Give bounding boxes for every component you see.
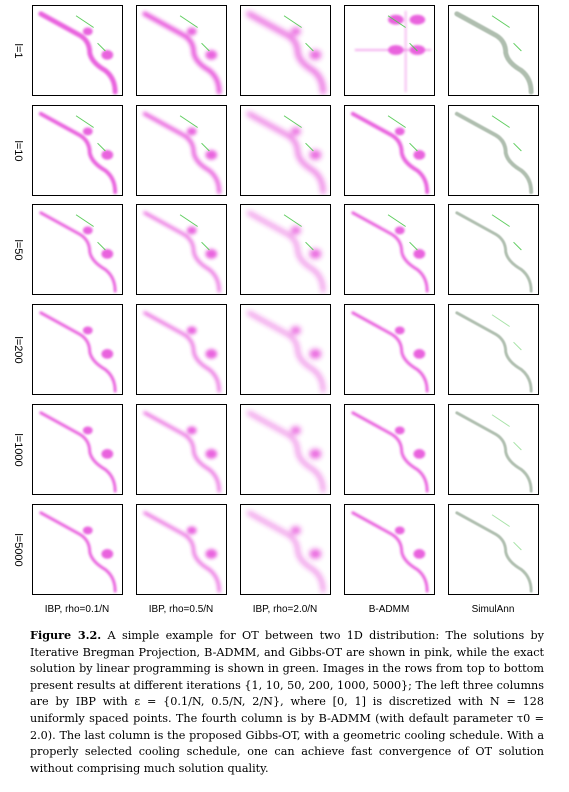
plot-panel xyxy=(448,105,539,196)
plot-canvas xyxy=(247,211,325,293)
plot-canvas xyxy=(247,311,325,393)
plot-canvas xyxy=(351,411,429,493)
plot-canvas xyxy=(142,111,222,195)
plot-panel xyxy=(448,304,539,395)
plot-panel xyxy=(136,404,227,495)
plot-canvas xyxy=(454,11,534,95)
plot-panel xyxy=(448,404,539,495)
plot-canvas xyxy=(143,511,221,593)
plot-panel xyxy=(32,404,123,495)
plot-canvas xyxy=(351,211,429,293)
plot-canvas xyxy=(246,11,326,95)
caption-text: A simple example for OT between two 1D d… xyxy=(30,629,545,775)
plot-panel xyxy=(136,204,227,295)
figure-caption: Figure 3.2. A simple example for OT betw… xyxy=(30,627,544,777)
column-label: SimulAnn xyxy=(471,604,515,615)
row-label: l=1000 xyxy=(12,433,24,467)
plot-canvas xyxy=(351,311,429,393)
plot-panel xyxy=(136,105,227,196)
plot-panel xyxy=(32,204,123,295)
row-label: l=5000 xyxy=(12,533,24,567)
row-label: l=200 xyxy=(12,336,24,364)
figure-grid: l=1 l=10 l=50 l=200 l=1000 l=5000 IBP, rho=0.1… xyxy=(12,5,539,615)
column-label: IBP, rho=0.1/N xyxy=(44,604,110,615)
plot-canvas xyxy=(38,111,118,195)
column-label: IBP, rho=2.0/N xyxy=(252,604,318,615)
plot-canvas xyxy=(455,511,533,593)
plot-panel xyxy=(448,5,539,96)
plot-canvas xyxy=(455,411,533,493)
plot-canvas xyxy=(143,211,221,293)
plot-panel xyxy=(240,504,331,595)
plot-canvas xyxy=(246,111,326,195)
figure-label: Figure 3.2. xyxy=(30,628,102,642)
plot-panel xyxy=(344,105,435,196)
column-label: IBP, rho=0.5/N xyxy=(148,604,214,615)
plot-panel xyxy=(240,204,331,295)
plot-canvas xyxy=(455,311,533,393)
plot-panel xyxy=(448,204,539,295)
plot-canvas xyxy=(247,511,325,593)
plot-panel xyxy=(344,5,435,96)
plot-panel xyxy=(344,404,435,495)
row-label: l=50 xyxy=(12,239,24,261)
plot-canvas xyxy=(351,511,429,593)
plot-panel xyxy=(136,304,227,395)
row-label: l=1 xyxy=(12,43,24,59)
plot-canvas xyxy=(455,211,533,293)
plot-panel xyxy=(32,5,123,96)
plot-panel xyxy=(240,5,331,96)
plot-canvas xyxy=(39,311,117,393)
plot-panel xyxy=(32,304,123,395)
plot-panel xyxy=(344,504,435,595)
plot-panel xyxy=(136,504,227,595)
plot-panel xyxy=(136,5,227,96)
plot-canvas xyxy=(143,311,221,393)
column-label: B-ADMM xyxy=(368,604,410,615)
row-label: l=10 xyxy=(12,140,24,162)
plot-panel xyxy=(448,504,539,595)
plot-panel xyxy=(344,304,435,395)
plot-canvas xyxy=(38,11,118,95)
plot-canvas xyxy=(354,10,432,93)
plot-panel xyxy=(240,404,331,495)
plot-canvas xyxy=(454,111,534,195)
plot-canvas xyxy=(39,511,117,593)
plot-canvas xyxy=(39,411,117,493)
plot-panel xyxy=(32,504,123,595)
plot-panel xyxy=(240,105,331,196)
plot-panel xyxy=(240,304,331,395)
plot-panel xyxy=(32,105,123,196)
plot-canvas xyxy=(142,11,222,95)
plot-canvas xyxy=(143,411,221,493)
plot-canvas xyxy=(350,111,430,195)
plot-canvas xyxy=(247,411,325,493)
plot-panel xyxy=(344,204,435,295)
plot-canvas xyxy=(39,211,117,293)
